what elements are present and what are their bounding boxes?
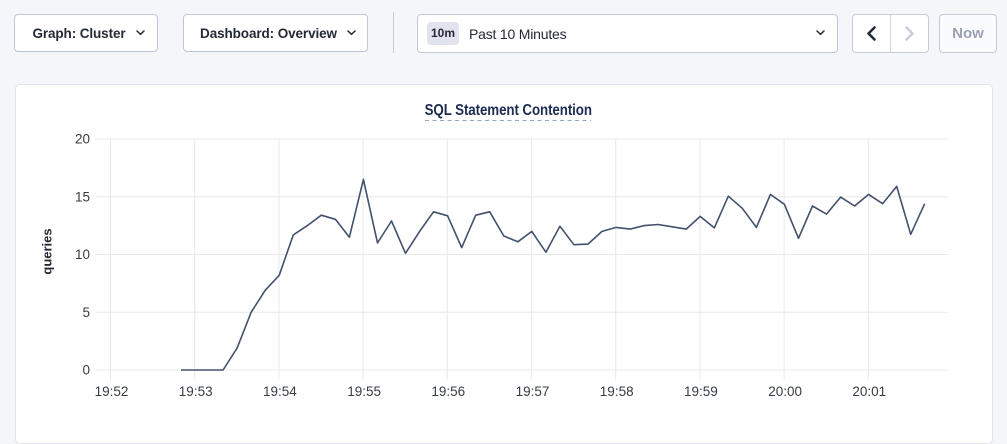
svg-text:20:00: 20:00 (768, 384, 802, 399)
svg-text:19:57: 19:57 (516, 384, 550, 399)
svg-text:19:52: 19:52 (95, 384, 129, 399)
svg-text:19:59: 19:59 (684, 384, 718, 399)
svg-text:19:58: 19:58 (600, 384, 634, 399)
svg-text:5: 5 (82, 305, 90, 320)
svg-text:10: 10 (75, 247, 90, 262)
svg-text:19:55: 19:55 (347, 384, 381, 399)
svg-text:queries: queries (40, 228, 55, 274)
svg-text:19:56: 19:56 (431, 384, 465, 399)
svg-text:20:01: 20:01 (852, 384, 886, 399)
svg-text:19:53: 19:53 (179, 384, 213, 399)
svg-text:19:54: 19:54 (263, 384, 297, 399)
svg-text:20: 20 (75, 132, 90, 147)
svg-text:15: 15 (75, 189, 90, 204)
svg-text:0: 0 (82, 363, 90, 378)
